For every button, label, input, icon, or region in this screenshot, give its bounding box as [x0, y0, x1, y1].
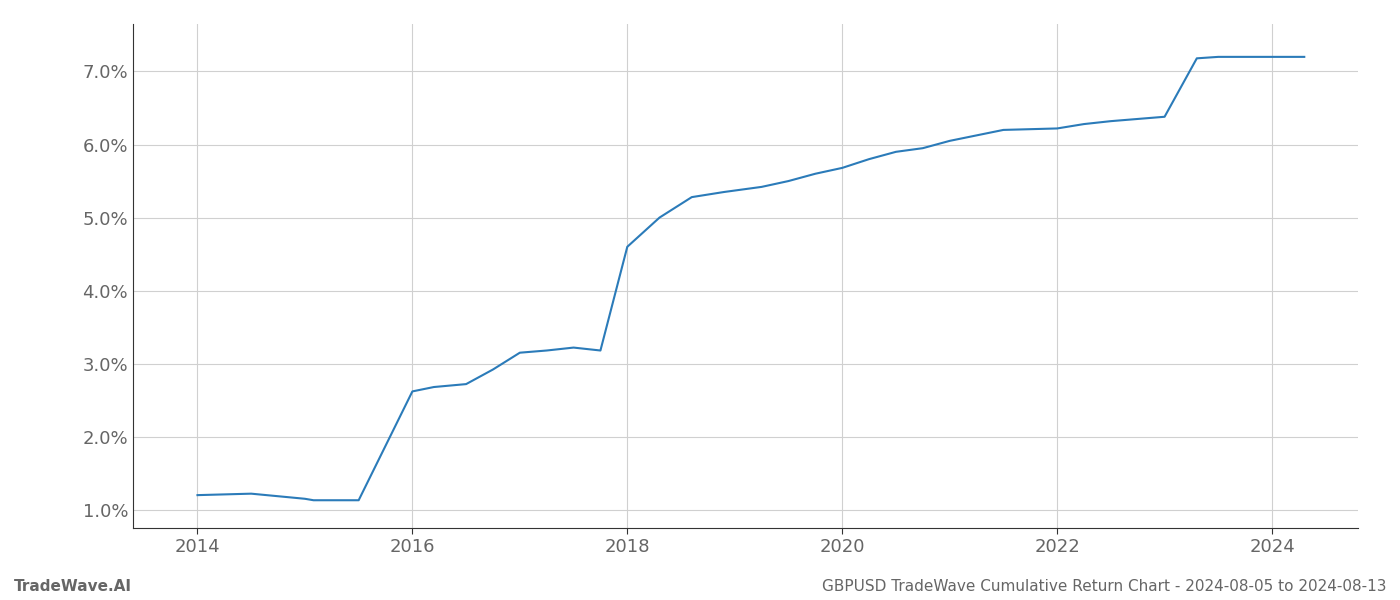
Text: TradeWave.AI: TradeWave.AI: [14, 579, 132, 594]
Text: GBPUSD TradeWave Cumulative Return Chart - 2024-08-05 to 2024-08-13: GBPUSD TradeWave Cumulative Return Chart…: [822, 579, 1386, 594]
